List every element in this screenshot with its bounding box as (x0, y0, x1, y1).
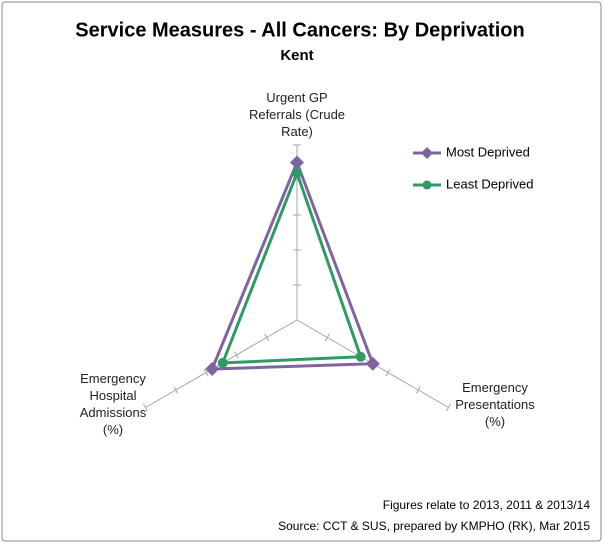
tick-mark (203, 368, 209, 377)
legend-label: Least Deprived (446, 176, 533, 191)
tick-mark (233, 351, 239, 359)
marker (365, 356, 380, 371)
marker (217, 357, 228, 368)
tick-mark (415, 386, 421, 394)
axis-label: Emergency Hospital Admissions (%) (79, 371, 147, 437)
marker (292, 168, 302, 178)
footnote: Source: CCT & SUS, prepared by KMPHO (RK… (278, 519, 590, 533)
legend-marker (422, 180, 432, 190)
legend-label: Most Deprived (446, 144, 530, 159)
tick-mark (264, 333, 270, 342)
footnote: Figures relate to 2013, 2011 & 2013/14 (383, 498, 591, 512)
axis-label: Urgent GP Referrals (Crude Rate) (248, 90, 346, 139)
axis-label: Emergency Presentations (%) (455, 380, 535, 429)
tick-mark (385, 368, 391, 377)
series-line (220, 168, 363, 365)
tick-mark (446, 403, 451, 412)
series-line (209, 158, 375, 371)
marker (205, 362, 220, 376)
tick-mark (173, 386, 179, 394)
chart-title: Service Measures - All Cancers: By Depri… (75, 19, 524, 41)
tick-mark (143, 403, 148, 412)
marker (355, 351, 366, 362)
tick-mark (324, 333, 330, 342)
chart-subtitle: Kent (280, 47, 313, 64)
marker (290, 155, 304, 170)
legend-marker (421, 147, 433, 159)
